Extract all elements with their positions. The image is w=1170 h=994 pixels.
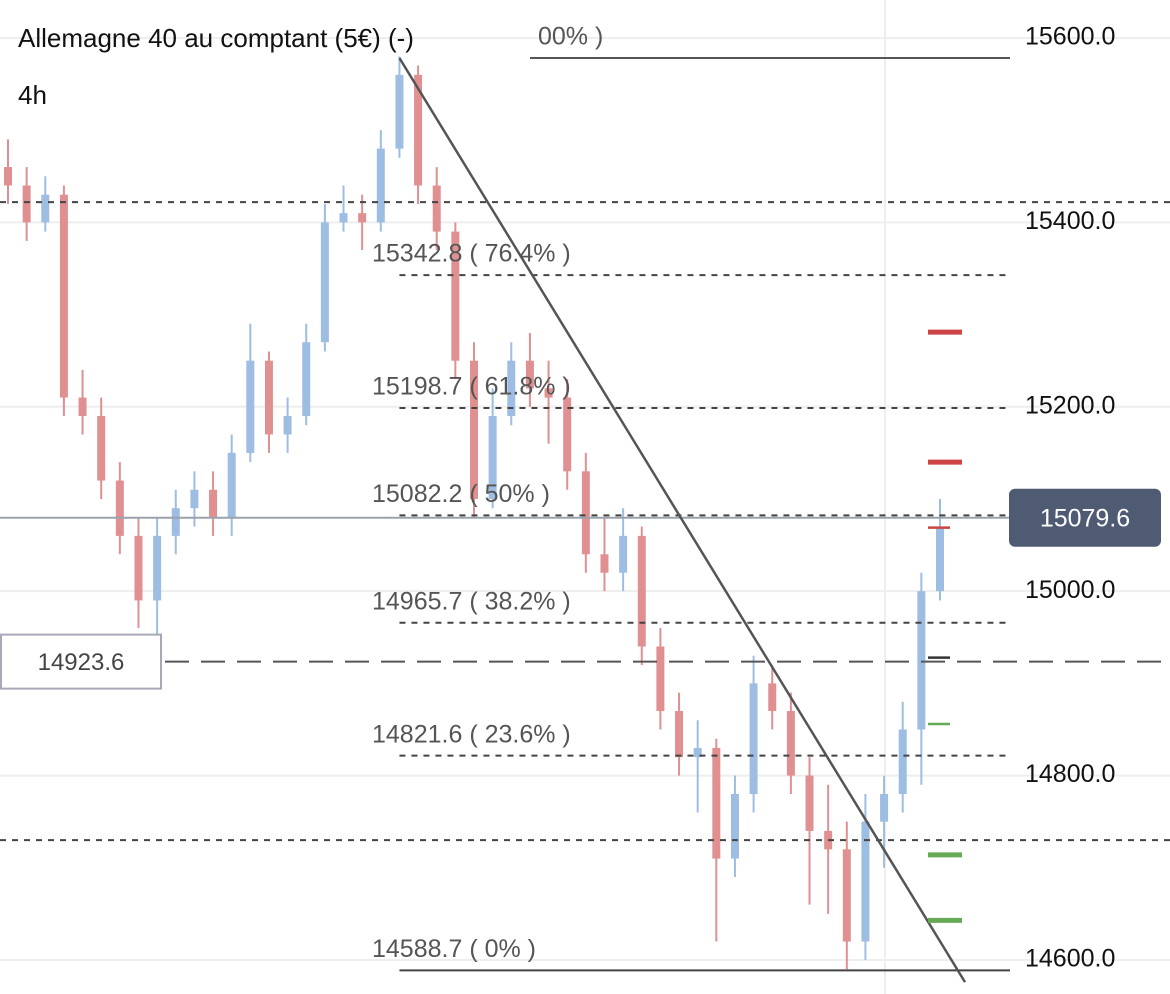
candle-body: [675, 711, 684, 758]
candle-body: [78, 397, 87, 417]
candle-body: [414, 74, 423, 186]
trendline: [398, 57, 967, 983]
candle-body: [880, 794, 889, 822]
candle-body: [693, 747, 702, 758]
price-tag-label: 15079.6: [1040, 504, 1130, 532]
fib-label: 15082.2 ( 50% ): [372, 480, 550, 508]
candle-body: [432, 185, 441, 232]
y-tick-label: 15200.0: [1025, 391, 1115, 419]
candle-body: [488, 416, 497, 499]
candle-body: [786, 711, 795, 776]
candle-body: [451, 231, 460, 361]
candle-body: [730, 794, 739, 859]
candle-body: [917, 591, 926, 730]
candle-body: [41, 194, 50, 223]
fib-label: 14588.7 ( 0% ): [372, 935, 536, 963]
candle-body: [544, 388, 553, 398]
candle-body: [4, 167, 12, 186]
candle-body: [264, 360, 273, 435]
candle-body: [749, 683, 758, 795]
chart-title: Allemagne 40 au comptant (5€) (-): [18, 23, 414, 53]
candle-body: [563, 397, 572, 472]
candle-body: [619, 535, 628, 573]
candle-body: [97, 416, 106, 481]
candle-body: [246, 360, 255, 453]
candle-body: [302, 342, 311, 417]
candle-body: [861, 821, 870, 942]
level-label: 14923.6: [38, 649, 125, 676]
candle-body: [339, 213, 348, 223]
price-tag: [1009, 488, 1161, 547]
candle-body: [153, 535, 162, 601]
level-box: [0, 633, 162, 690]
candle-body: [842, 849, 851, 942]
candle-body: [600, 554, 609, 573]
fib-label: 14965.7 ( 38.2% ): [372, 587, 571, 615]
fib-top-label: 00% ): [538, 23, 603, 51]
fib-label: 14821.6 ( 23.6% ): [372, 720, 571, 748]
candle-body: [209, 489, 218, 518]
candle-body: [395, 74, 404, 149]
candle-body: [358, 213, 367, 223]
candle-body: [227, 452, 236, 518]
timeframe: 4h: [18, 80, 47, 110]
y-tick-label: 15400.0: [1025, 207, 1115, 235]
candle-body: [283, 416, 292, 435]
candle-body: [134, 535, 143, 601]
candle-body: [898, 729, 907, 795]
candle-body: [507, 360, 516, 417]
y-tick-label: 14600.0: [1025, 945, 1115, 973]
candle-body: [656, 646, 665, 712]
candle-body: [936, 526, 944, 592]
y-tick-label: 15000.0: [1025, 576, 1115, 604]
candle-body: [525, 360, 534, 389]
candle-body: [171, 508, 180, 536]
y-tick-label: 15600.0: [1025, 23, 1115, 51]
candle-body: [637, 535, 646, 647]
candle-body: [581, 471, 590, 555]
fib-label: 15342.8 ( 76.4% ): [372, 240, 571, 268]
candle-body: [768, 683, 777, 712]
candle-body: [320, 222, 329, 343]
candle-body: [376, 148, 385, 223]
candle-body: [59, 194, 68, 398]
candle-body: [805, 775, 814, 831]
candle-body: [115, 480, 124, 536]
fib-label: 15198.7 ( 61.8% ): [372, 373, 571, 401]
y-tick-label: 14800.0: [1025, 760, 1115, 788]
candle-body: [190, 489, 199, 509]
candle-body: [712, 747, 721, 859]
candle-body: [470, 360, 478, 499]
candle-body: [22, 185, 31, 223]
